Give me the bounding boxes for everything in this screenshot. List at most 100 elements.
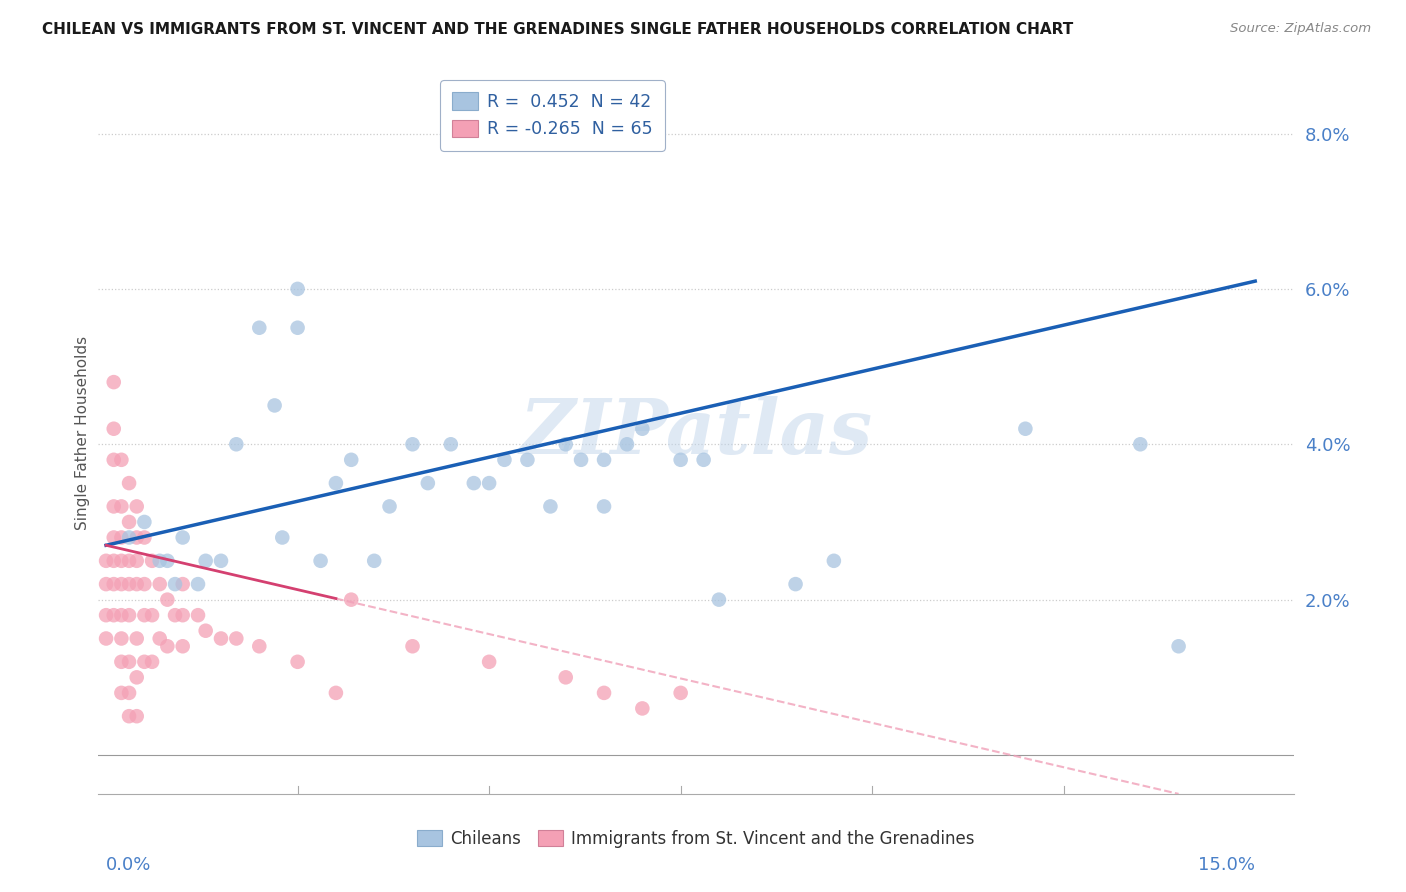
Point: [103, 608, 125, 623]
Point: [156, 640, 179, 654]
Point: [118, 577, 141, 591]
Point: [494, 452, 516, 467]
Point: [110, 655, 132, 669]
Text: CHILEAN VS IMMIGRANTS FROM ST. VINCENT AND THE GRENADINES SINGLE FATHER HOUSEHOL: CHILEAN VS IMMIGRANTS FROM ST. VINCENT A…: [42, 22, 1073, 37]
Point: [110, 686, 132, 700]
Point: [110, 632, 132, 646]
Point: [125, 670, 148, 684]
Point: [110, 531, 132, 545]
Point: [172, 640, 194, 654]
Point: [478, 476, 501, 491]
Point: [287, 282, 309, 296]
Point: [125, 632, 148, 646]
Point: [416, 476, 439, 491]
Point: [172, 608, 194, 623]
Point: [103, 531, 125, 545]
Point: [141, 608, 163, 623]
Point: [110, 554, 132, 568]
Y-axis label: Single Father Households: Single Father Households: [75, 335, 90, 530]
Point: [309, 554, 332, 568]
Point: [125, 500, 148, 514]
Point: [94, 577, 117, 591]
Point: [125, 577, 148, 591]
Point: [163, 608, 186, 623]
Point: [325, 476, 347, 491]
Point: [554, 670, 576, 684]
Point: [401, 437, 423, 451]
Point: [616, 437, 638, 451]
Point: [287, 655, 309, 669]
Point: [134, 608, 156, 623]
Point: [631, 701, 654, 715]
Point: [401, 640, 423, 654]
Point: [103, 375, 125, 389]
Point: [172, 531, 194, 545]
Point: [110, 500, 132, 514]
Point: [141, 554, 163, 568]
Point: [593, 452, 616, 467]
Point: [110, 608, 132, 623]
Point: [378, 500, 401, 514]
Text: 0.0%: 0.0%: [105, 856, 152, 874]
Point: [271, 531, 294, 545]
Point: [125, 709, 148, 723]
Point: [363, 554, 385, 568]
Point: [1129, 437, 1152, 451]
Point: [1014, 422, 1036, 436]
Point: [554, 437, 576, 451]
Point: [569, 452, 592, 467]
Point: [538, 500, 561, 514]
Point: [823, 554, 845, 568]
Point: [118, 554, 141, 568]
Point: [156, 554, 179, 568]
Point: [172, 577, 194, 591]
Point: [516, 452, 538, 467]
Point: [209, 632, 232, 646]
Point: [194, 624, 217, 638]
Point: [669, 686, 692, 700]
Point: [149, 554, 172, 568]
Point: [118, 515, 141, 529]
Point: [325, 686, 347, 700]
Point: [149, 577, 172, 591]
Text: 15.0%: 15.0%: [1198, 856, 1256, 874]
Point: [103, 452, 125, 467]
Point: [110, 577, 132, 591]
Point: [94, 554, 117, 568]
Point: [669, 452, 692, 467]
Point: [440, 437, 463, 451]
Point: [593, 500, 616, 514]
Point: [631, 422, 654, 436]
Point: [247, 640, 270, 654]
Legend: Chileans, Immigrants from St. Vincent and the Grenadines: Chileans, Immigrants from St. Vincent an…: [411, 822, 981, 855]
Point: [785, 577, 807, 591]
Point: [125, 531, 148, 545]
Point: [118, 655, 141, 669]
Point: [134, 577, 156, 591]
Point: [163, 577, 186, 591]
Point: [134, 531, 156, 545]
Text: ZIPatlas: ZIPatlas: [519, 396, 873, 469]
Point: [149, 632, 172, 646]
Point: [103, 577, 125, 591]
Point: [247, 320, 270, 334]
Point: [463, 476, 485, 491]
Point: [103, 500, 125, 514]
Point: [187, 577, 209, 591]
Point: [103, 422, 125, 436]
Point: [118, 476, 141, 491]
Point: [692, 452, 714, 467]
Point: [194, 554, 217, 568]
Point: [287, 320, 309, 334]
Text: Source: ZipAtlas.com: Source: ZipAtlas.com: [1230, 22, 1371, 36]
Point: [118, 686, 141, 700]
Point: [94, 608, 117, 623]
Point: [478, 655, 501, 669]
Point: [94, 632, 117, 646]
Point: [225, 437, 247, 451]
Point: [1167, 640, 1189, 654]
Point: [187, 608, 209, 623]
Point: [593, 686, 616, 700]
Point: [156, 592, 179, 607]
Point: [118, 531, 141, 545]
